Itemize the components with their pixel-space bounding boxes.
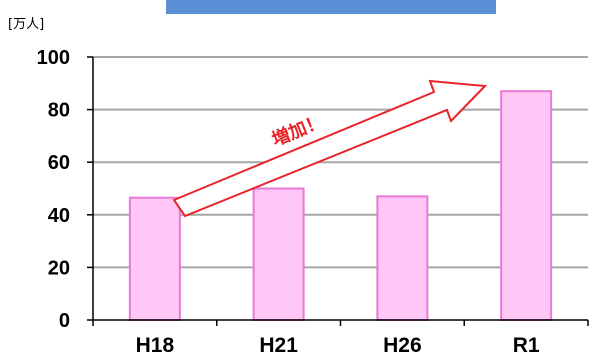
bar-h26: [376, 195, 429, 321]
y-tick-label: 100: [37, 47, 70, 69]
bar-r1: [500, 90, 553, 321]
y-tick-labels: 0 20 40 60 80 100: [37, 47, 70, 332]
x-tick-label: H26: [383, 334, 422, 357]
y-tick-label: 80: [48, 100, 70, 122]
header-bar: [166, 0, 496, 14]
y-tick-label: 0: [59, 310, 70, 332]
increase-arrow: 増加！: [172, 79, 488, 218]
y-tick-label: 40: [48, 205, 70, 227]
arrow-shape: [172, 79, 488, 218]
y-tick-label: 20: [48, 257, 70, 279]
unit-label: [万人]: [8, 17, 44, 32]
x-tick-label: R1: [513, 334, 540, 357]
x-tick-labels: H18 H21 H26 R1: [136, 334, 540, 357]
axes: [87, 56, 589, 326]
x-tick-label: H18: [136, 334, 175, 357]
x-tick-label: H21: [259, 334, 298, 357]
bars: [128, 90, 553, 321]
bar-h18: [128, 196, 181, 321]
bar-h21: [252, 187, 305, 321]
y-tick-label: 60: [48, 152, 70, 174]
